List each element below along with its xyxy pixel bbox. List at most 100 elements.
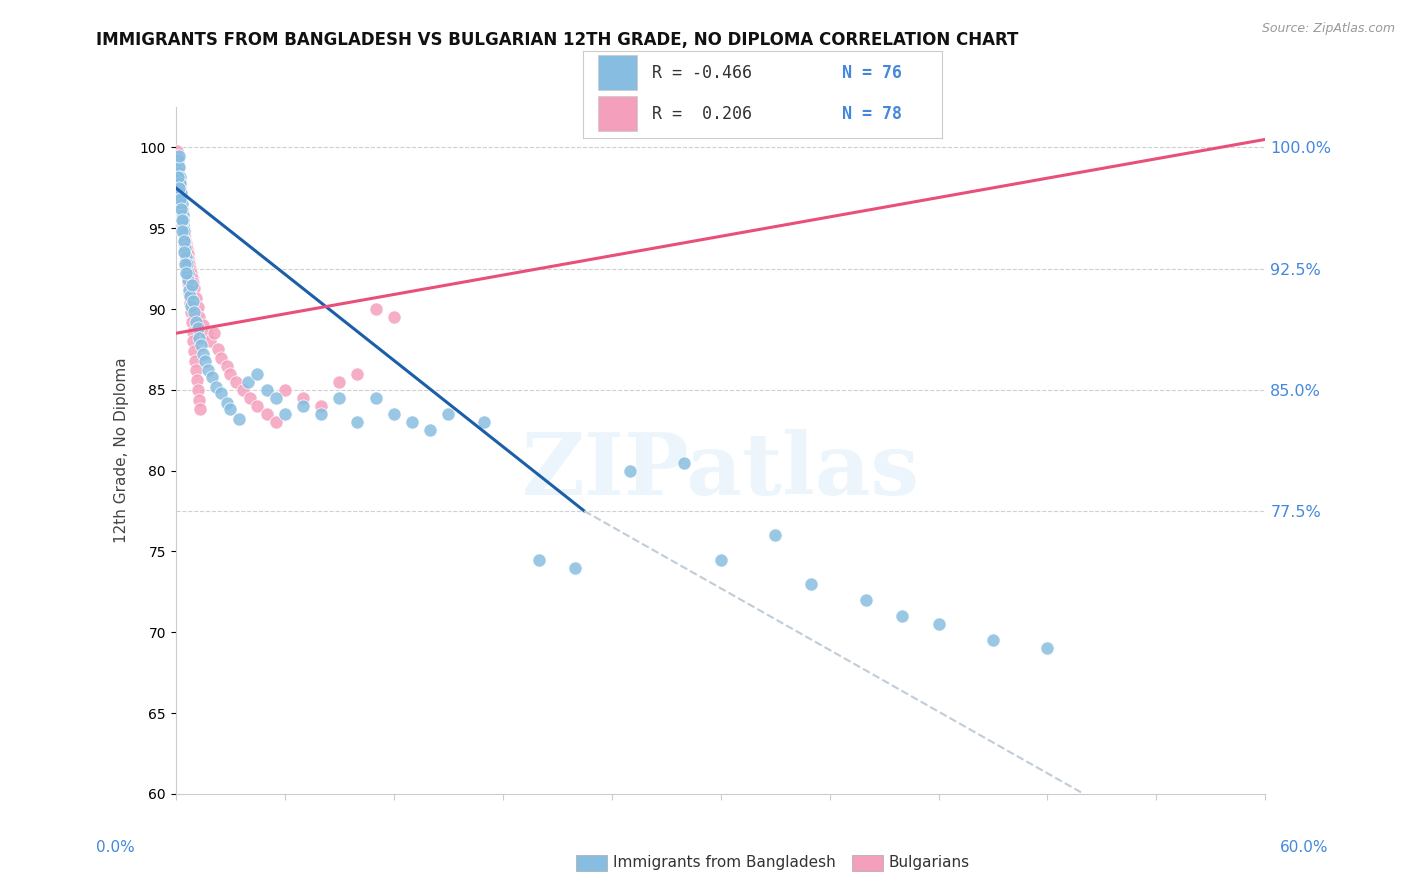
Point	[183, 305, 205, 319]
Point	[174, 247, 197, 261]
Point	[177, 252, 200, 266]
Point	[184, 291, 207, 305]
Point	[169, 189, 191, 203]
Point	[274, 407, 297, 421]
Point	[188, 310, 211, 325]
Point	[169, 148, 191, 162]
Text: N = 78: N = 78	[842, 104, 901, 123]
Point	[195, 326, 218, 341]
Text: Source: ZipAtlas.com: Source: ZipAtlas.com	[1261, 22, 1395, 36]
Point	[174, 257, 197, 271]
Point	[167, 160, 190, 174]
Point	[181, 271, 204, 285]
Point	[264, 415, 287, 429]
Point	[527, 552, 550, 566]
Point	[174, 237, 197, 252]
Text: ZIPatlas: ZIPatlas	[522, 429, 920, 513]
Text: N = 76: N = 76	[842, 63, 901, 82]
Point	[382, 310, 405, 325]
Point	[187, 383, 209, 397]
Point	[181, 277, 204, 292]
Point	[328, 375, 350, 389]
Point	[209, 386, 232, 401]
Point	[179, 283, 201, 297]
Point	[256, 383, 278, 397]
Point	[177, 273, 200, 287]
Point	[172, 218, 194, 232]
Point	[419, 423, 441, 437]
Point	[173, 233, 195, 247]
Point	[180, 305, 202, 319]
Point	[170, 189, 193, 203]
Point	[167, 153, 190, 168]
Point	[256, 407, 278, 421]
Point	[172, 218, 194, 232]
Point	[201, 370, 224, 384]
Point	[184, 315, 207, 329]
Point	[173, 245, 195, 260]
Point	[179, 257, 201, 271]
Point	[172, 208, 194, 222]
Point	[238, 375, 260, 389]
Point	[174, 250, 197, 264]
Point	[215, 396, 238, 410]
Point	[167, 169, 190, 184]
Point	[177, 285, 200, 300]
Point	[346, 367, 368, 381]
Point	[202, 326, 225, 341]
Point	[763, 528, 786, 542]
Point	[190, 337, 212, 351]
Point	[176, 267, 198, 281]
Point	[474, 415, 496, 429]
Point	[167, 164, 190, 178]
Point	[173, 227, 195, 242]
Point	[309, 399, 332, 413]
Point	[169, 176, 191, 190]
Point	[170, 194, 193, 208]
Text: Immigrants from Bangladesh: Immigrants from Bangladesh	[613, 855, 835, 870]
Point	[170, 213, 193, 227]
Point	[855, 593, 877, 607]
Point	[181, 325, 204, 339]
Point	[167, 181, 190, 195]
Point	[207, 343, 229, 357]
Text: R =  0.206: R = 0.206	[651, 104, 752, 123]
Point	[188, 402, 211, 417]
Point	[166, 164, 188, 178]
Point	[173, 227, 195, 242]
Point	[183, 344, 205, 359]
Point	[228, 412, 250, 426]
Point	[176, 257, 198, 271]
Point	[401, 415, 423, 429]
Point	[179, 289, 201, 303]
Point	[169, 169, 191, 184]
Point	[710, 552, 733, 566]
Point	[176, 242, 198, 256]
Point	[219, 402, 242, 417]
Point	[169, 184, 191, 198]
Point	[169, 192, 191, 206]
Point	[186, 321, 209, 335]
Point	[225, 375, 247, 389]
Point	[173, 237, 195, 252]
Point	[169, 174, 191, 188]
Point	[194, 353, 217, 368]
Point	[382, 407, 405, 421]
Point	[172, 208, 194, 222]
Y-axis label: 12th Grade, No Diploma: 12th Grade, No Diploma	[114, 358, 128, 543]
Point	[187, 392, 209, 407]
Point	[186, 363, 208, 377]
Point	[173, 223, 195, 237]
Point	[186, 373, 208, 387]
Point	[172, 218, 194, 232]
Point	[364, 301, 387, 316]
Point	[174, 257, 197, 271]
Point	[166, 144, 188, 158]
Point	[891, 609, 914, 624]
Point	[166, 153, 188, 168]
Point	[180, 267, 202, 281]
Point	[169, 202, 191, 216]
Point	[179, 295, 201, 310]
Point	[181, 293, 204, 308]
Point	[170, 186, 193, 200]
